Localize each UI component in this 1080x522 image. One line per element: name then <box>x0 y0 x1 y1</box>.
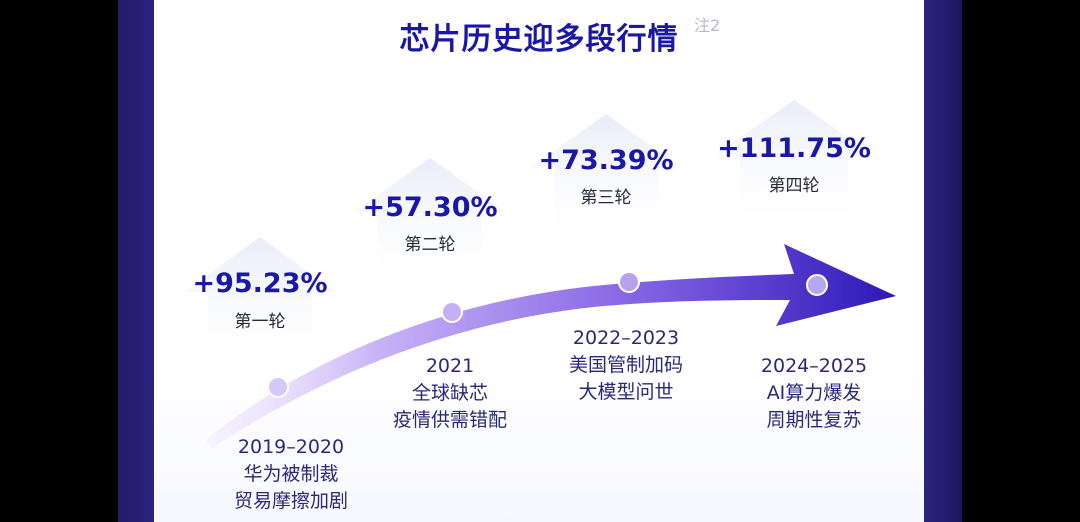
growth-arrow <box>206 244 896 448</box>
round-2-description: 2021 全球缺芯 疫情供需错配 <box>365 353 535 434</box>
round-3-gain: +73.39% <box>538 145 674 176</box>
up-arrow-round-1 <box>184 237 336 360</box>
infographic-panel: 芯片历史迎多段行情 注2 <box>154 0 924 522</box>
round-1-label: 第一轮 <box>234 312 286 332</box>
title-area: 芯片历史迎多段行情 <box>154 14 924 58</box>
milestone-dot-1 <box>267 376 289 398</box>
round-2-period: 2021 <box>425 355 475 377</box>
round-2-label: 第二轮 <box>404 235 456 255</box>
round-1-line2: 贸易摩擦加剧 <box>233 490 348 512</box>
round-4-description: 2024–2025 AI算力爆发 周期性复苏 <box>729 353 899 434</box>
round-2-line2: 疫情供需错配 <box>392 409 507 431</box>
round-4-line2: 周期性复苏 <box>766 409 862 431</box>
up-arrow-round-3 <box>530 114 682 236</box>
round-4-period: 2024–2025 <box>760 355 868 377</box>
round-1-line1: 华为被制裁 <box>243 463 339 485</box>
milestone-dot-4 <box>806 274 828 296</box>
milestone-dot-2 <box>441 301 463 323</box>
round-4-line1: AI算力爆发 <box>766 382 862 404</box>
round-1-gain: +95.23% <box>192 268 328 299</box>
round-3-period: 2022–2023 <box>572 327 680 349</box>
timeline-diagram <box>184 100 896 448</box>
round-3-line2: 大模型问世 <box>578 381 674 403</box>
title-footnote-mark: 注2 <box>694 16 721 35</box>
page-title: 芯片历史迎多段行情 <box>393 14 685 58</box>
round-2-line1: 全球缺芯 <box>411 382 488 404</box>
round-3-description: 2022–2023 美国管制加码 大模型问世 <box>541 325 711 406</box>
round-4-label: 第四轮 <box>768 176 820 196</box>
up-arrow-round-4 <box>716 100 872 222</box>
right-frame-border <box>924 0 962 522</box>
round-1-period: 2019–2020 <box>237 436 345 458</box>
round-1-description: 2019–2020 华为被制裁 贸易摩擦加剧 <box>206 434 376 515</box>
up-arrow-round-2 <box>354 158 506 280</box>
page-title-text: 芯片历史迎多段行情 <box>399 22 679 57</box>
milestone-dot-3 <box>618 271 640 293</box>
round-2-gain: +57.30% <box>362 192 498 223</box>
left-frame-border <box>118 0 154 522</box>
round-4-gain: +111.75% <box>717 133 871 164</box>
round-3-label: 第三轮 <box>580 188 632 208</box>
round-3-line1: 美国管制加码 <box>568 354 683 376</box>
